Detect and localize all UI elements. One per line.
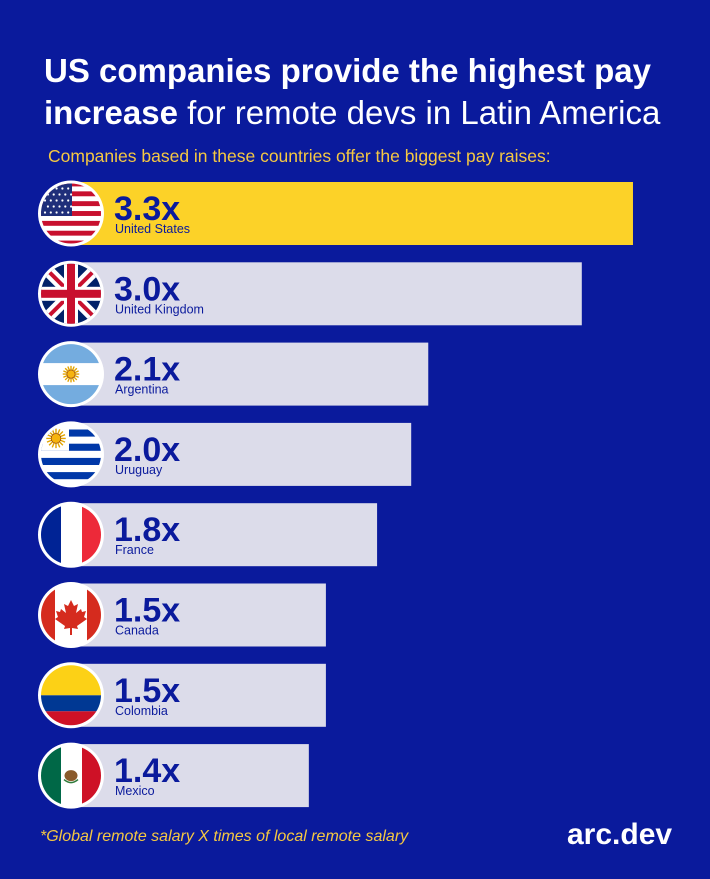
bar	[70, 663, 326, 727]
bar-category-label: Canada	[115, 624, 159, 638]
uruguay-flag-icon	[38, 421, 104, 488]
chart-subtitle: Companies based in these countries offer…	[48, 146, 551, 166]
bar	[70, 744, 309, 808]
bar-category-label: Colombia	[115, 704, 168, 718]
bar-value-label: 2.0x	[114, 431, 180, 469]
bar-category-label: Mexico	[115, 784, 155, 798]
bar	[70, 583, 326, 647]
bar	[70, 182, 633, 245]
footnote: *Global remote salary X times of local r…	[40, 828, 409, 845]
canada-flag-icon	[38, 582, 104, 648]
bar-category-label: Argentina	[115, 383, 169, 397]
bar-category-label: France	[115, 543, 154, 557]
france-flag-icon	[38, 501, 104, 568]
bar-value-label: 3.0x	[114, 270, 180, 308]
chart-title: US companies provide the highest pay inc…	[44, 50, 694, 134]
bar-category-label: Uruguay	[115, 463, 163, 477]
us-flag-icon	[38, 180, 104, 247]
uk-flag-icon	[38, 260, 104, 327]
chart-title-regular: for remote devs in Latin America	[177, 94, 661, 131]
bar-value-label: 1.4x	[114, 752, 180, 790]
bar-value-label: 3.3x	[114, 190, 180, 228]
bar	[70, 342, 429, 406]
argentina-flag-icon	[38, 341, 104, 408]
bar-category-label: United Kingdom	[115, 302, 204, 316]
mexico-flag-icon	[38, 742, 104, 809]
bar	[70, 262, 582, 326]
bar-value-label: 1.8x	[114, 511, 180, 549]
bar	[70, 422, 412, 486]
chart-title-bold: US companies provide the highest pay inc…	[44, 52, 651, 131]
bar	[70, 503, 378, 567]
bar-value-label: 1.5x	[114, 672, 180, 710]
bar-value-label: 1.5x	[114, 592, 180, 630]
colombia-flag-icon	[38, 662, 104, 729]
brand-logo-text: arc.dev	[567, 818, 673, 851]
bar-value-label: 2.1x	[114, 351, 180, 389]
bar-category-label: United States	[115, 222, 190, 236]
